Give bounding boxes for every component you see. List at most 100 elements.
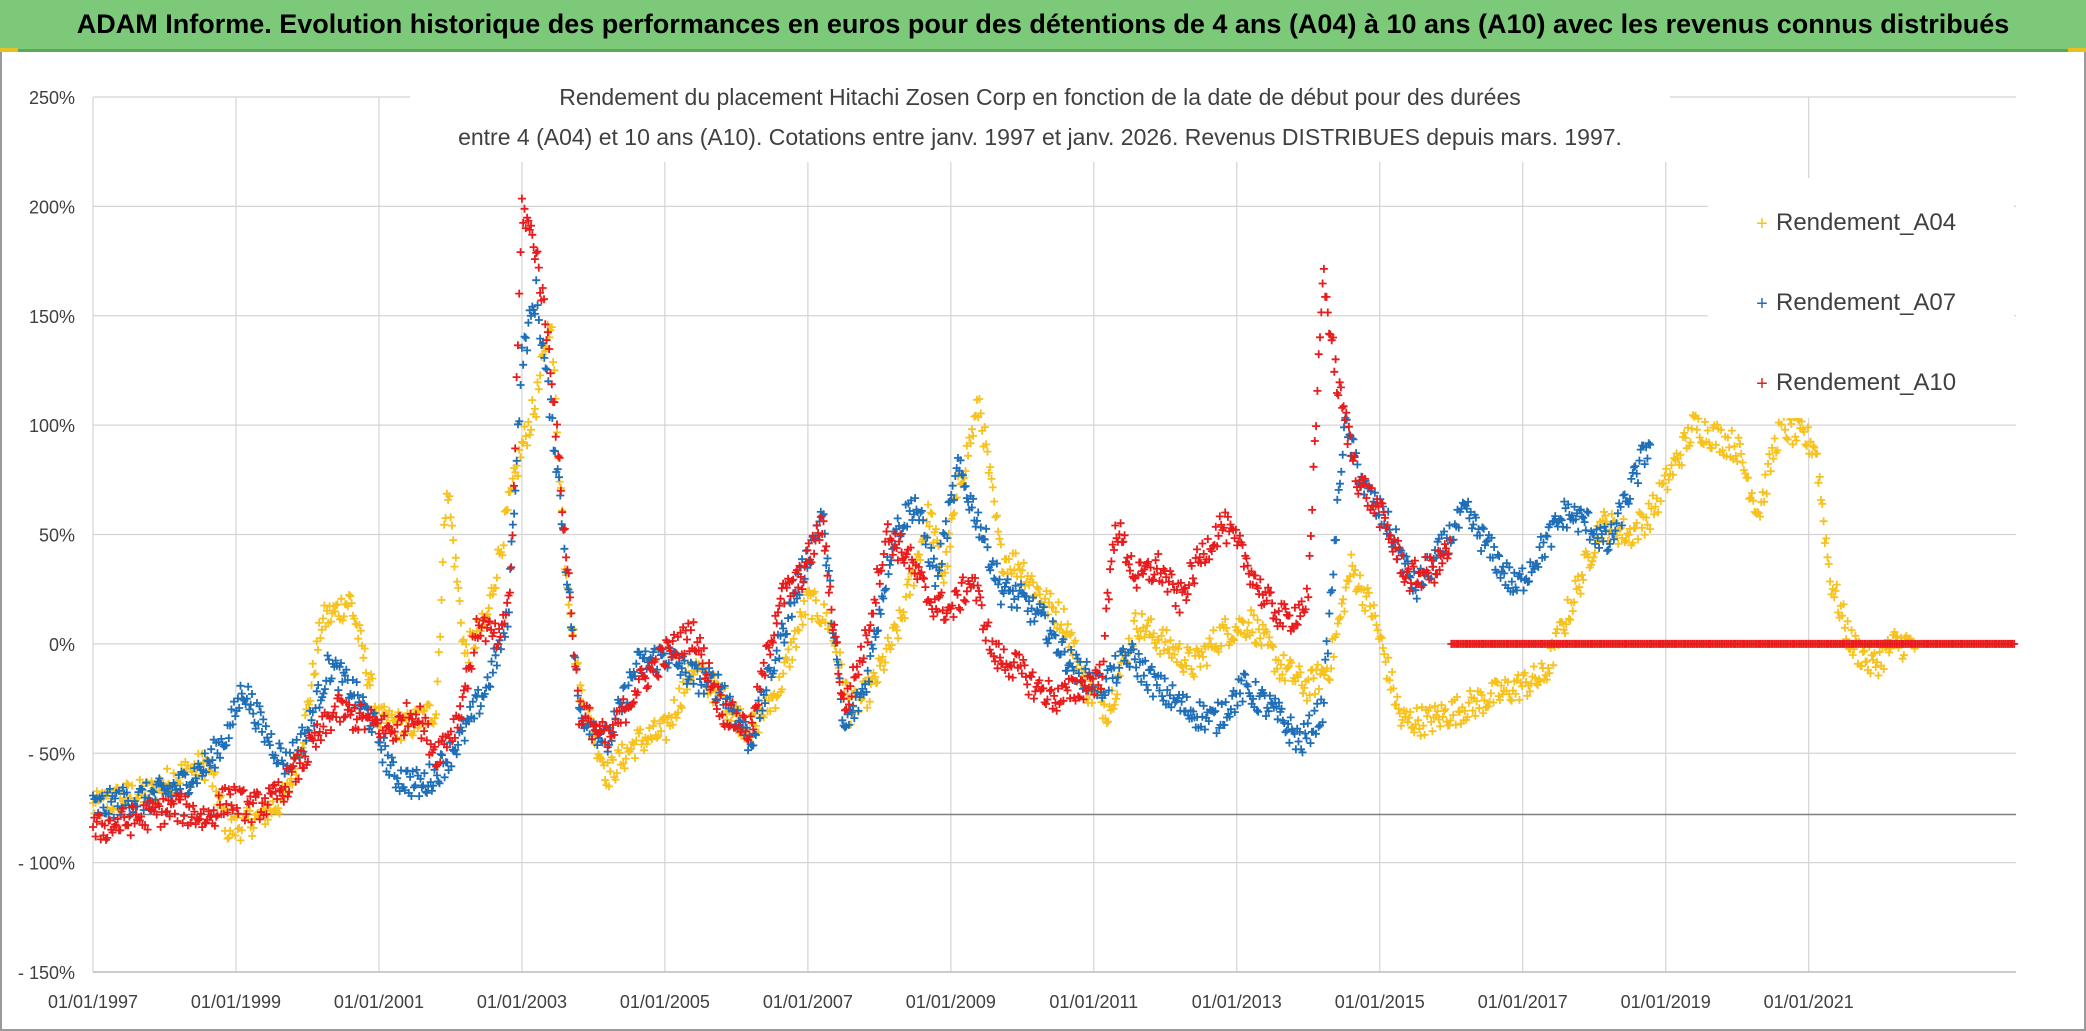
- marker-rendement_a04: [1178, 662, 1187, 671]
- marker-rendement_a07: [1129, 645, 1138, 654]
- marker-rendement_a07: [1547, 542, 1556, 551]
- marker-rendement_a10: [831, 632, 840, 641]
- marker-rendement_a10: [892, 544, 901, 552]
- marker-rendement_a10: [569, 651, 578, 660]
- marker-rendement_a04: [1406, 708, 1415, 716]
- marker-rendement_a10: [1361, 474, 1369, 483]
- marker-rendement_a04: [333, 600, 342, 609]
- marker-rendement_a07: [1025, 597, 1033, 606]
- marker-rendement_a10: [398, 713, 407, 722]
- marker-rendement_a04: [1624, 531, 1633, 539]
- marker-rendement_a10: [780, 599, 789, 608]
- marker-rendement_a07: [1100, 691, 1109, 700]
- marker-rendement_a04: [1590, 548, 1599, 557]
- marker-rendement_a10: [651, 655, 660, 664]
- marker-rendement_a10: [602, 722, 611, 731]
- marker-rendement_a07: [254, 720, 263, 729]
- marker-rendement_a10: [322, 729, 330, 738]
- marker-rendement_a04: [1293, 673, 1302, 682]
- marker-rendement_a10: [124, 821, 133, 830]
- marker-rendement_a07: [1617, 521, 1626, 530]
- marker-rendement_a04: [1787, 420, 1796, 428]
- marker-rendement_a04: [1113, 690, 1122, 699]
- marker-rendement_a10: [226, 790, 235, 799]
- marker-rendement_a07: [1298, 748, 1307, 757]
- marker-rendement_a04: [287, 774, 296, 783]
- marker-rendement_a07: [1605, 539, 1614, 548]
- marker-rendement_a10: [816, 513, 825, 521]
- y-tick-label: 0%: [49, 635, 75, 655]
- marker-rendement_a04: [807, 614, 816, 623]
- marker-rendement_a07: [1310, 706, 1319, 715]
- marker-rendement_a04: [1165, 649, 1174, 658]
- marker-rendement_a07: [1585, 535, 1594, 544]
- marker-rendement_a04: [1196, 662, 1205, 671]
- marker-rendement_a10: [247, 818, 256, 827]
- marker-rendement_a10: [92, 817, 101, 826]
- marker-rendement_a10: [985, 645, 994, 654]
- marker-rendement_a07: [983, 543, 992, 552]
- marker-rendement_a04: [1340, 607, 1349, 616]
- marker-rendement_a04: [785, 662, 794, 671]
- marker-rendement_a07: [1507, 577, 1516, 586]
- marker-rendement_a04: [1531, 673, 1540, 682]
- marker-rendement_a07: [468, 697, 477, 706]
- marker-rendement_a04: [820, 600, 828, 609]
- marker-rendement_a07: [1230, 708, 1239, 717]
- marker-rendement_a04: [636, 725, 645, 734]
- marker-rendement_a10: [330, 702, 339, 711]
- marker-rendement_a10: [190, 807, 199, 816]
- marker-rendement_a07: [491, 651, 500, 660]
- marker-rendement_a07: [471, 691, 480, 700]
- marker-rendement_a07: [969, 494, 978, 503]
- marker-rendement_a10: [776, 594, 785, 603]
- marker-rendement_a10: [125, 812, 134, 821]
- marker-rendement_a10: [906, 543, 915, 552]
- marker-rendement_a07: [237, 689, 246, 698]
- marker-rendement_a07: [200, 749, 209, 758]
- marker-rendement_a10: [854, 670, 863, 679]
- marker-rendement_a04: [1820, 539, 1829, 547]
- marker-rendement_a10: [1092, 668, 1101, 677]
- marker-rendement_a07: [122, 788, 131, 797]
- marker-rendement_a07: [779, 624, 788, 633]
- marker-rendement_a10: [1213, 542, 1222, 551]
- marker-rendement_a10: [297, 746, 306, 755]
- marker-rendement_a10: [1344, 422, 1353, 431]
- marker-rendement_a04: [365, 681, 374, 690]
- marker-rendement_a10: [933, 607, 942, 616]
- marker-rendement_a10: [1098, 672, 1107, 681]
- marker-rendement_a10: [525, 225, 534, 234]
- marker-rendement_a04: [350, 614, 359, 623]
- marker-rendement_a10: [234, 809, 243, 818]
- marker-rendement_a07: [1311, 729, 1320, 738]
- marker-rendement_a10: [528, 230, 537, 239]
- marker-rendement_a04: [128, 781, 136, 790]
- marker-rendement_a04: [1004, 555, 1013, 564]
- marker-rendement_a07: [1059, 635, 1068, 644]
- marker-rendement_a07: [1011, 581, 1020, 590]
- marker-rendement_a07: [838, 716, 847, 725]
- marker-rendement_a07: [680, 656, 689, 665]
- marker-rendement_a07: [245, 705, 254, 714]
- marker-rendement_a04: [1879, 665, 1888, 673]
- marker-rendement_a07: [422, 788, 431, 797]
- marker-rendement_a04: [200, 776, 209, 785]
- marker-rendement_a10: [859, 654, 868, 663]
- marker-rendement_a10: [538, 284, 547, 292]
- marker-rendement_a04: [1644, 499, 1653, 508]
- marker-rendement_a04: [1315, 685, 1323, 693]
- marker-rendement_a10: [116, 826, 125, 835]
- marker-rendement_a10: [629, 698, 638, 707]
- marker-rendement_a04: [1455, 708, 1464, 717]
- marker-rendement_a10: [929, 612, 938, 621]
- marker-rendement_a10: [1078, 676, 1087, 685]
- marker-rendement_a10: [1280, 600, 1289, 609]
- marker-rendement_a10: [1221, 508, 1230, 517]
- marker-rendement_a10: [1262, 596, 1271, 605]
- marker-rendement_a07: [1313, 699, 1322, 708]
- marker-rendement_a07: [298, 723, 307, 732]
- marker-rendement_a07: [1082, 657, 1091, 666]
- marker-rendement_a04: [1427, 717, 1436, 726]
- marker-rendement_a10: [89, 823, 97, 831]
